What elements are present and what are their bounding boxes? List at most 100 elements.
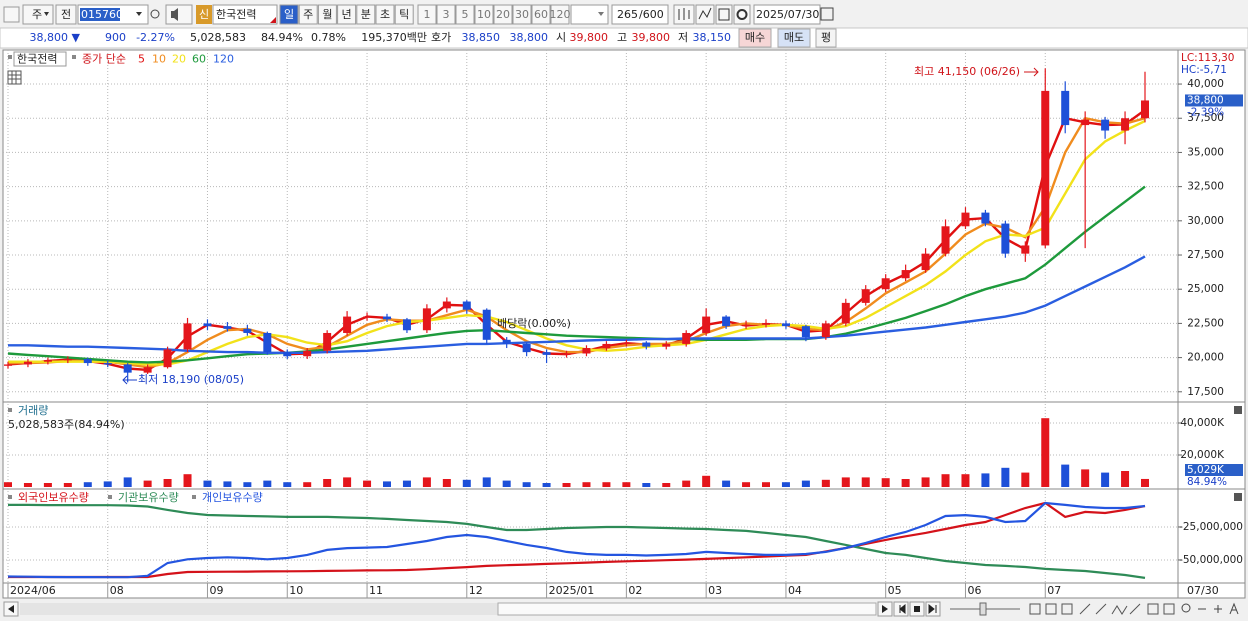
count: 265 — [617, 8, 638, 21]
scroll-thumb[interactable] — [497, 602, 877, 616]
volume-bar — [941, 474, 950, 487]
period-button[interactable] — [298, 4, 318, 25]
legend-entry: 기관보유수량 — [118, 491, 179, 504]
candle-body — [582, 348, 591, 354]
volume-bar — [642, 483, 651, 487]
candle-body — [1061, 90, 1070, 126]
candle-body — [402, 319, 411, 331]
y-tick-label: 30,000 — [1187, 215, 1224, 227]
volume-bar — [482, 477, 491, 487]
period-button[interactable] — [394, 4, 414, 25]
search-icon[interactable] — [150, 9, 160, 19]
sell-button[interactable] — [777, 28, 811, 48]
menu-icon[interactable] — [3, 6, 20, 23]
name-box[interactable] — [212, 4, 278, 25]
period-button[interactable] — [356, 4, 376, 25]
volume-bar — [83, 482, 92, 487]
interval-button[interactable] — [550, 4, 570, 25]
volume-bar — [1041, 418, 1050, 487]
date-input[interactable] — [753, 4, 821, 25]
panel-close[interactable] — [1234, 406, 1242, 414]
table-icon[interactable] — [7, 70, 22, 85]
lc-label: LC:113,30 — [1181, 52, 1234, 64]
candle-body — [43, 360, 52, 362]
save-button[interactable] — [715, 4, 733, 25]
legend-square — [8, 408, 12, 412]
interval-button[interactable] — [493, 4, 513, 25]
volume-bar — [662, 483, 671, 487]
y-tick-label: -25,000,000 — [1179, 521, 1243, 533]
font-button[interactable] — [1229, 602, 1239, 615]
x-tick-label: 05 — [888, 584, 902, 597]
candle-body — [143, 367, 152, 373]
interval-button[interactable] — [417, 4, 437, 25]
candle-body — [223, 326, 232, 329]
x-tick-label: 04 — [788, 584, 802, 597]
volume-bar — [742, 482, 751, 487]
interval-button[interactable] — [531, 4, 551, 25]
count-input[interactable] — [611, 4, 669, 25]
x-axis-end: 07/30 — [1187, 584, 1219, 597]
period-button[interactable] — [337, 4, 357, 25]
interval-label: 3 — [443, 8, 450, 21]
candle-body — [1081, 119, 1090, 126]
volume-bar — [562, 483, 571, 487]
volume-bar — [901, 479, 910, 487]
period-label: 초 — [380, 8, 390, 21]
period-button[interactable] — [375, 4, 395, 25]
dropdown-arrow — [44, 12, 49, 16]
candle-body — [801, 326, 810, 338]
zoom-icon[interactable] — [1181, 603, 1191, 613]
candle-body — [662, 343, 671, 347]
volume-current: 5,029K — [1187, 464, 1225, 476]
period-type-select[interactable] — [22, 4, 54, 25]
candle-body — [682, 332, 691, 344]
settings-button[interactable] — [733, 4, 751, 25]
candle-body — [841, 302, 850, 324]
candle-body — [203, 323, 212, 327]
chart-name: 한국전력 — [17, 53, 57, 66]
zoom-buttons[interactable] — [1198, 605, 1222, 613]
save-icon — [718, 8, 730, 21]
candle-body — [383, 316, 391, 320]
drawing-tools[interactable] — [1029, 603, 1175, 615]
buy-button[interactable] — [738, 28, 772, 48]
volume-bar — [542, 483, 551, 487]
volume-bar — [762, 482, 770, 487]
series-line — [8, 119, 1146, 366]
candle-body — [522, 343, 531, 353]
volume-bar — [821, 479, 830, 487]
calendar-icon[interactable] — [820, 7, 834, 21]
avg-button[interactable] — [815, 28, 837, 48]
interval-button[interactable] — [512, 4, 532, 25]
interval-select[interactable] — [570, 4, 609, 25]
candle-body — [921, 253, 930, 271]
legend-square — [8, 55, 12, 59]
panel-close[interactable] — [1234, 493, 1242, 501]
prev-button[interactable] — [55, 4, 77, 25]
high-label: 고 — [617, 31, 627, 44]
y-tick-label: 22,500 — [1187, 317, 1224, 329]
period-button[interactable] — [279, 4, 299, 25]
y-tick-label: 25,000 — [1187, 283, 1224, 295]
volume-bar — [243, 482, 252, 487]
period-button[interactable] — [317, 4, 337, 25]
x-tick-label: 09 — [209, 584, 223, 597]
tool-icon — [678, 8, 690, 20]
interval-button[interactable] — [474, 4, 494, 25]
sound-button[interactable] — [165, 4, 193, 25]
volume-ratio: 84.94% — [261, 31, 303, 44]
candle-body — [23, 361, 32, 365]
legend-square — [8, 495, 12, 499]
current-price: 38,800 — [1187, 94, 1224, 106]
volume-bar — [1001, 467, 1010, 487]
zoom-handle[interactable] — [979, 602, 987, 616]
legend-entry: 120 — [213, 53, 234, 66]
open-label: 시 — [556, 31, 566, 44]
candle-body — [442, 301, 451, 309]
interval-button[interactable] — [436, 4, 456, 25]
interval-buttons: 1 3 5 10 20 30 60 120 — [417, 4, 571, 25]
interval-button[interactable] — [455, 4, 475, 25]
